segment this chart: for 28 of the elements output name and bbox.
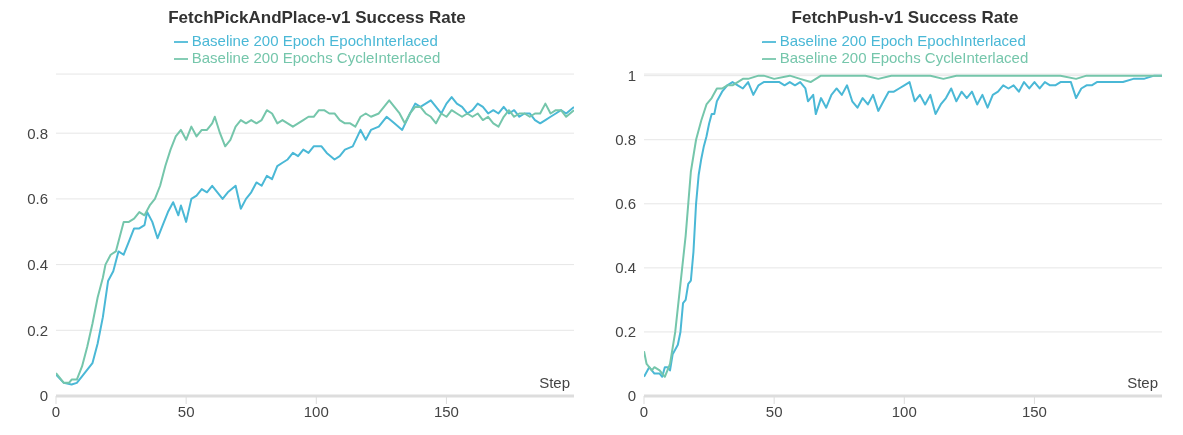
y-tick-label: 0 xyxy=(39,387,48,405)
chart-title: FetchPush-v1 Success Rate xyxy=(790,8,1020,29)
legend-label: Baseline 200 Epochs CycleInterlaced xyxy=(191,49,441,67)
y-tick-label: 0.8 xyxy=(27,124,48,142)
x-tick-label: 0 xyxy=(51,402,61,420)
y-tick-label: 0.2 xyxy=(615,323,636,341)
y-tick-label: 0.6 xyxy=(615,195,636,213)
y-tick-label: 0.6 xyxy=(27,190,48,208)
x-axis-title: Step xyxy=(539,374,570,391)
y-tick-label: 0.2 xyxy=(27,321,48,339)
y-tick-label: 0.4 xyxy=(27,255,48,273)
legend-label: Baseline 200 Epoch EpochInterlaced xyxy=(191,32,438,49)
y-tick-label: 1 xyxy=(627,66,636,84)
legend-label: Baseline 200 Epoch EpochInterlaced xyxy=(779,32,1026,49)
chart-title: FetchPickAndPlace-v1 Success Rate xyxy=(167,8,467,29)
x-tick-label: 150 xyxy=(433,402,459,420)
y-tick-label: 0 xyxy=(627,387,636,405)
x-tick-label: 100 xyxy=(303,402,329,420)
y-tick-label: 0.4 xyxy=(615,259,636,277)
x-tick-label: 50 xyxy=(765,402,783,420)
legend-label: Baseline 200 Epochs CycleInterlaced xyxy=(779,49,1029,67)
x-tick-label: 50 xyxy=(177,402,195,420)
x-tick-label: 150 xyxy=(1021,402,1047,420)
x-tick-label: 100 xyxy=(891,402,917,420)
line-series xyxy=(644,74,1162,378)
x-tick-label: 0 xyxy=(639,402,649,420)
x-axis-title: Step xyxy=(1127,374,1158,391)
y-tick-label: 0.8 xyxy=(615,131,636,149)
